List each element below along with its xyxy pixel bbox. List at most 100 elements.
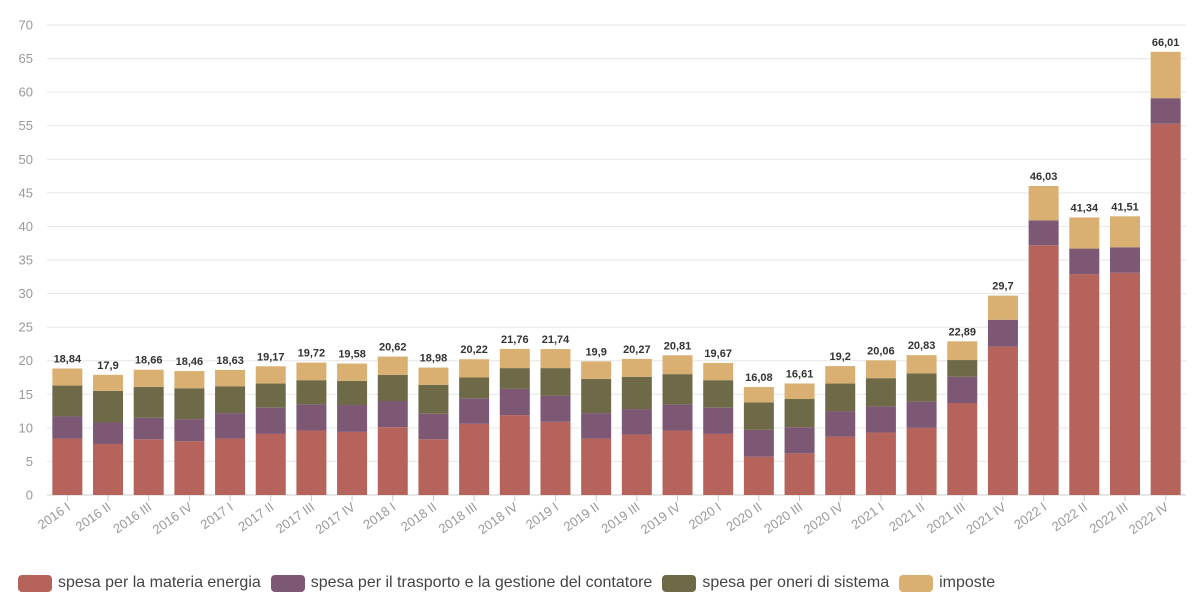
bar-segment-2[interactable]	[93, 422, 124, 444]
bar-segment-1[interactable]	[906, 427, 937, 495]
bar-segment-2[interactable]	[255, 407, 286, 434]
bar-segment-4[interactable]	[255, 366, 286, 384]
bar-segment-2[interactable]	[1028, 220, 1059, 246]
bar-segment-1[interactable]	[133, 439, 164, 495]
bar-segment-4[interactable]	[947, 341, 978, 361]
bar-segment-1[interactable]	[1109, 272, 1140, 495]
bar-segment-4[interactable]	[581, 361, 612, 379]
bar-segment-3[interactable]	[337, 380, 368, 406]
bar-segment-2[interactable]	[825, 411, 856, 437]
bar-segment-1[interactable]	[337, 431, 368, 495]
bar-segment-4[interactable]	[418, 367, 449, 385]
bar-segment-1[interactable]	[377, 427, 408, 495]
bar-segment-2[interactable]	[296, 404, 327, 431]
bar-segment-3[interactable]	[703, 380, 734, 408]
bar-segment-2[interactable]	[52, 416, 83, 439]
bar-segment-2[interactable]	[865, 406, 896, 433]
bar-segment-1[interactable]	[459, 423, 490, 495]
bar-segment-1[interactable]	[296, 430, 327, 495]
bar-segment-2[interactable]	[540, 395, 571, 422]
bar-segment-4[interactable]	[1028, 185, 1059, 221]
bar-segment-3[interactable]	[296, 380, 327, 405]
bar-segment-4[interactable]	[1109, 216, 1140, 248]
bar-segment-3[interactable]	[174, 388, 205, 420]
bar-segment-4[interactable]	[499, 348, 530, 369]
bar-segment-4[interactable]	[215, 369, 246, 387]
bar-segment-2[interactable]	[906, 401, 937, 428]
bar-segment-1[interactable]	[987, 346, 1018, 495]
bar-segment-3[interactable]	[581, 378, 612, 414]
bar-segment-1[interactable]	[540, 421, 571, 495]
bar-segment-3[interactable]	[215, 386, 246, 414]
bar-segment-2[interactable]	[703, 407, 734, 434]
bar-segment-2[interactable]	[1109, 247, 1140, 273]
bar-segment-1[interactable]	[1069, 274, 1100, 495]
bar-segment-3[interactable]	[825, 383, 856, 412]
bar-segment-2[interactable]	[947, 376, 978, 404]
bar-segment-2[interactable]	[377, 401, 408, 428]
bar-segment-4[interactable]	[906, 355, 937, 374]
bar-segment-2[interactable]	[459, 398, 490, 424]
bar-segment-2[interactable]	[987, 319, 1018, 347]
bar-segment-1[interactable]	[703, 433, 734, 495]
bar-segment-3[interactable]	[662, 374, 693, 405]
bar-segment-3[interactable]	[52, 385, 83, 417]
bar-segment-2[interactable]	[784, 427, 815, 454]
bar-segment-3[interactable]	[93, 390, 124, 423]
bar-segment-3[interactable]	[784, 398, 815, 428]
bar-segment-3[interactable]	[865, 378, 896, 407]
bar-segment-4[interactable]	[377, 356, 408, 375]
bar-segment-1[interactable]	[215, 438, 246, 495]
bar-segment-3[interactable]	[621, 376, 652, 410]
bar-segment-4[interactable]	[662, 355, 693, 375]
bar-segment-1[interactable]	[825, 436, 856, 495]
bar-segment-2[interactable]	[662, 404, 693, 431]
legend-item-imposte[interactable]: imposte	[899, 574, 995, 592]
bar-segment-4[interactable]	[865, 360, 896, 379]
bar-segment-2[interactable]	[743, 429, 774, 457]
bar-segment-1[interactable]	[865, 432, 896, 495]
bar-segment-4[interactable]	[52, 368, 83, 386]
bar-segment-3[interactable]	[906, 373, 937, 402]
bar-segment-4[interactable]	[825, 366, 856, 384]
bar-segment-4[interactable]	[743, 387, 774, 403]
bar-segment-3[interactable]	[133, 386, 164, 418]
bar-segment-3[interactable]	[947, 360, 978, 377]
bar-segment-3[interactable]	[459, 377, 490, 399]
bar-segment-4[interactable]	[703, 362, 734, 381]
bar-segment-4[interactable]	[1069, 217, 1100, 249]
bar-segment-2[interactable]	[581, 413, 612, 439]
bar-segment-2[interactable]	[133, 417, 164, 440]
bar-segment-1[interactable]	[174, 441, 205, 495]
legend-item-trasporto[interactable]: spesa per il trasporto e la gestione del…	[270, 574, 652, 592]
bar-segment-1[interactable]	[743, 456, 774, 495]
bar-segment-1[interactable]	[52, 438, 83, 495]
bar-segment-2[interactable]	[621, 409, 652, 435]
bar-segment-3[interactable]	[743, 402, 774, 430]
bar-segment-4[interactable]	[540, 349, 571, 369]
bar-segment-4[interactable]	[174, 371, 205, 389]
legend-item-oneri-sistema[interactable]: spesa per oneri di sistema	[662, 574, 889, 592]
bar-segment-1[interactable]	[255, 433, 286, 495]
bar-segment-3[interactable]	[540, 368, 571, 396]
bar-segment-1[interactable]	[1150, 123, 1181, 495]
bar-segment-4[interactable]	[296, 362, 327, 381]
bar-segment-3[interactable]	[377, 374, 408, 401]
bar-segment-2[interactable]	[418, 413, 449, 440]
bar-segment-2[interactable]	[1069, 248, 1100, 275]
bar-segment-1[interactable]	[621, 434, 652, 495]
legend-item-materia-energia[interactable]: spesa per la materia energia	[18, 574, 261, 592]
bar-segment-4[interactable]	[93, 374, 124, 391]
bar-segment-3[interactable]	[418, 384, 449, 414]
bar-segment-4[interactable]	[133, 369, 164, 387]
bar-segment-4[interactable]	[337, 363, 368, 381]
bar-segment-2[interactable]	[1150, 98, 1181, 124]
bar-segment-1[interactable]	[947, 403, 978, 495]
bar-segment-2[interactable]	[337, 405, 368, 432]
bar-segment-4[interactable]	[621, 358, 652, 377]
bar-segment-2[interactable]	[499, 388, 530, 416]
bar-segment-4[interactable]	[784, 383, 815, 399]
bar-segment-1[interactable]	[418, 439, 449, 495]
bar-segment-4[interactable]	[987, 295, 1018, 320]
bar-segment-3[interactable]	[499, 368, 530, 389]
